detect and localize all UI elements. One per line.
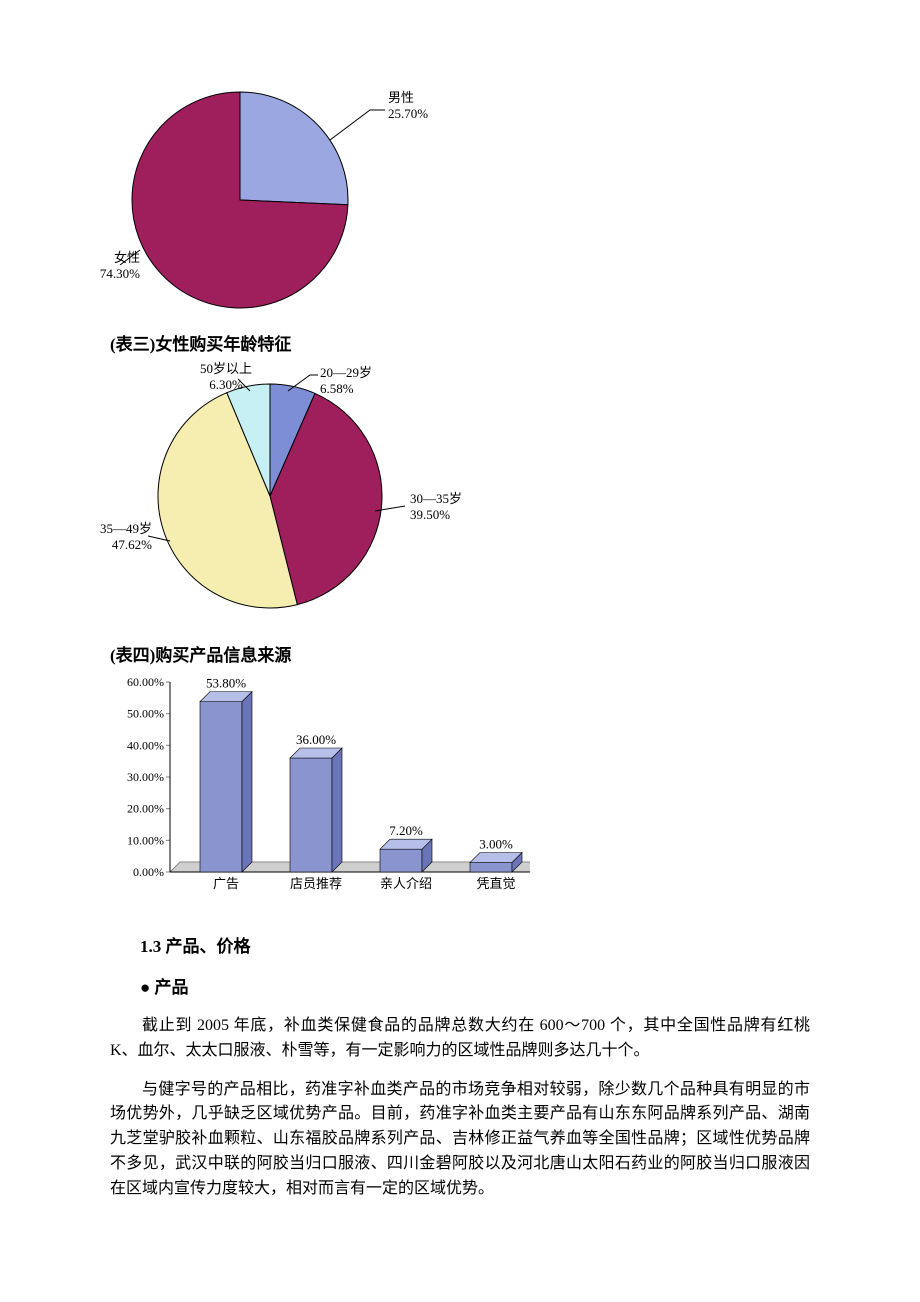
svg-text:店员推荐: 店员推荐: [290, 876, 342, 891]
svg-text:广告: 广告: [213, 876, 239, 891]
pie2-label-20-29: 20—29岁 6.58%: [320, 365, 372, 396]
pie1-label-female: 女性 74.30%: [80, 250, 140, 281]
gender-pie-svg: [110, 80, 510, 320]
svg-text:凭直觉: 凭直觉: [476, 876, 515, 891]
pie2-label-35-49: 35—49岁 47.62%: [82, 521, 152, 552]
svg-text:3.00%: 3.00%: [479, 837, 513, 852]
caption-table-3: (表三)女性购买年龄特征: [110, 330, 810, 355]
paragraph-2: 与健字号的产品相比，药准字补血类产品的市场竞争相对较弱，除少数几个品种具有明显的…: [110, 1078, 810, 1202]
gender-pie-chart: 男性 25.70% 女性 74.30%: [110, 80, 810, 320]
svg-text:40.00%: 40.00%: [127, 738, 164, 752]
bullet-heading-product: ● 产品: [140, 973, 810, 998]
svg-text:0.00%: 0.00%: [133, 865, 164, 879]
svg-text:亲人介绍: 亲人介绍: [380, 876, 432, 891]
section-heading-1-3: 1.3 产品、价格: [140, 932, 810, 957]
age-pie-chart: 20—29岁 6.58% 30—35岁 39.50% 35—49岁 47.62%…: [110, 361, 810, 631]
pie2-label-50plus: 50岁以上 6.30%: [200, 361, 252, 392]
svg-text:50.00%: 50.00%: [127, 707, 164, 721]
svg-text:7.20%: 7.20%: [389, 823, 423, 838]
svg-text:60.00%: 60.00%: [127, 675, 164, 689]
svg-text:20.00%: 20.00%: [127, 802, 164, 816]
svg-text:36.00%: 36.00%: [296, 732, 336, 747]
age-pie-svg: [110, 361, 530, 631]
svg-text:53.80%: 53.80%: [206, 676, 246, 691]
paragraph-1: 截止到 2005 年底，补血类保健食品的品牌总数大约在 600～700 个，其中…: [110, 1014, 810, 1064]
pie2-label-30-35: 30—35岁 39.50%: [410, 491, 462, 522]
svg-text:30.00%: 30.00%: [127, 770, 164, 784]
pie1-label-male: 男性 25.70%: [388, 90, 428, 121]
info-source-bar-svg: 0.00% 10.00% 20.00% 30.00% 40.00% 50.00% 60.00…: [110, 672, 530, 902]
svg-text:10.00%: 10.00%: [127, 833, 164, 847]
caption-table-4: (表四)购买产品信息来源: [110, 641, 810, 666]
info-source-bar-chart: 0.00% 10.00% 20.00% 30.00% 40.00% 50.00% 60.00…: [110, 672, 810, 902]
